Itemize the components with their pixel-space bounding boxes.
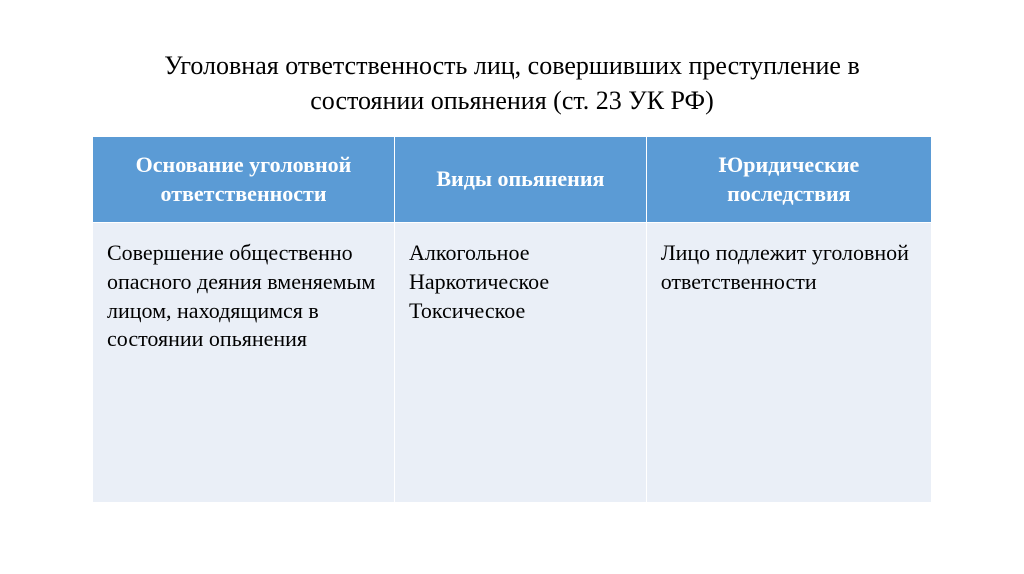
cell-basis-text: Совершение общественно опасного деяния в… xyxy=(107,239,380,353)
slide-title: Уголовная ответственность лиц, совершивш… xyxy=(132,48,892,118)
header-consequences: Юридические последствия xyxy=(646,137,931,223)
cell-consequences-text: Лицо подлежит уголовной ответственности xyxy=(661,239,917,296)
cell-types-text: Алкогольное Наркотическое Токсическое xyxy=(409,239,632,325)
table-row: Совершение общественно опасного деяния в… xyxy=(93,223,932,503)
header-types: Виды опьянения xyxy=(395,137,647,223)
cell-types: Алкогольное Наркотическое Токсическое xyxy=(395,223,647,503)
header-basis: Основание уголовной ответственности xyxy=(93,137,395,223)
cell-consequences: Лицо подлежит уголовной ответственности xyxy=(646,223,931,503)
comparison-table: Основание уголовной ответственности Виды… xyxy=(92,136,932,503)
table-header-row: Основание уголовной ответственности Виды… xyxy=(93,137,932,223)
table-container: Основание уголовной ответственности Виды… xyxy=(92,136,932,503)
cell-basis: Совершение общественно опасного деяния в… xyxy=(93,223,395,503)
